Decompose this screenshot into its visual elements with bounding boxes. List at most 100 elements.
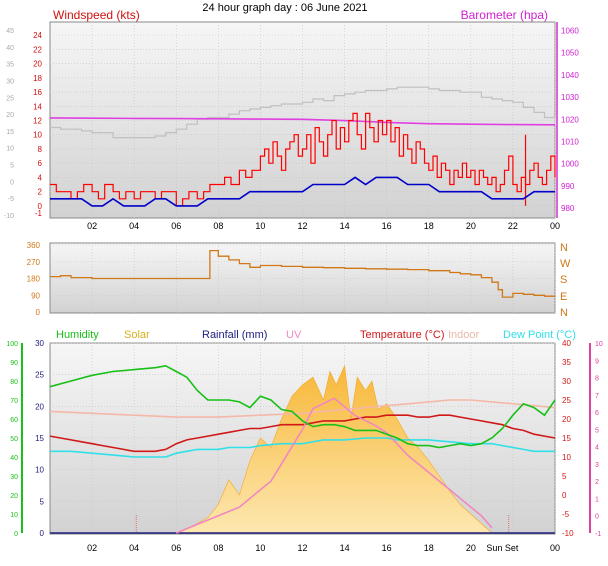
uv-line [175,397,493,534]
wind-legend: Windspeed (kts) [53,8,140,22]
wind-y-tick-label: 8 [38,145,43,154]
temperature-y-tick-label: 40 [562,339,571,348]
wind-x-tick-label: 08 [213,221,223,231]
wind-x-tick-label: 12 [297,221,307,231]
temperature-y-tick-label: 15 [562,434,571,443]
wind-x-tick-label: 04 [129,221,139,231]
temperature-y-tick-label: -5 [562,510,570,519]
humidity-y-tick-label: 70 [10,398,18,405]
solar-area [176,364,493,534]
temp-y-tick-label: 45 [6,28,14,35]
temperature-y-tick-label: -10 [562,529,574,538]
climate-x-tick-label: 20 [466,543,476,553]
climate-legend-label: Temperature (°C) [360,329,444,341]
temp-y-tick-label: 5 [10,163,14,170]
wind-x-tick-label: 10 [255,221,265,231]
temp-y-tick-label: 10 [6,146,14,153]
direction-y-tick-label: 270 [27,258,41,267]
wind-grid [50,22,556,218]
wind-x-tick-label: 06 [171,221,181,231]
humidity-line [49,364,556,449]
humidity-y-tick-label: 90 [10,360,18,367]
wind-y-tick-label: 18 [33,74,42,83]
wind-average-line [50,176,555,207]
wind-y-tick-label: 0 [38,202,43,211]
rain-y-tick-label: 30 [35,339,44,348]
uv-y-tick-label: 5 [595,427,599,434]
temp-y-labels: -10 -5 0 5 10 15 20 25 30 35 40 45 [4,28,14,220]
temp-y-tick-label: -5 [8,196,14,203]
climate-legend-label: UV [286,329,302,341]
wind-y-tick-label: -1 [35,209,43,218]
wind-y-tick-label: 16 [33,88,42,97]
baro-y-labels: 980 990 1000 1010 1020 1030 1040 1050 1060 [556,22,579,218]
dew-point-line [50,437,555,458]
wind-y-tick-label: 20 [33,60,42,69]
outside-temp-line [50,86,556,139]
rain-y-tick-label: 10 [35,466,44,475]
temp-y-tick-label: 20 [6,112,14,119]
direction-y-tick-label: 360 [27,241,41,250]
wind-x-tick-label: 02 [87,221,97,231]
humidity-y-tick-label: 60 [10,417,18,424]
uv-y-tick-label: 7 [595,393,599,400]
wind-series [49,86,556,207]
temperature-y-labels: -10 -5 0 5 10 15 20 25 30 35 40 [562,339,574,538]
temperature-y-tick-label: 30 [562,377,571,386]
temp-y-tick-label: -10 [4,213,14,220]
temp-y-tick-label: 0 [10,179,14,186]
rain-y-tick-label: 0 [40,529,45,538]
wind-x-tick-label: 22 [508,221,518,231]
wind-x-tick-label: 16 [382,221,392,231]
direction-y-tick-label: 0 [36,308,41,317]
humidity-y-labels: 0 10 20 30 40 50 60 70 80 90 100 [6,341,23,538]
humidity-y-tick-label: 10 [10,512,18,519]
wind-y-tick-label: 24 [33,31,42,40]
wind-direction-line [50,249,556,298]
wind-x-labels: 02 04 06 08 10 12 14 16 18 20 22 00 [87,221,560,231]
compass-label: N [560,242,568,254]
rain-y-tick-label: 15 [35,434,44,443]
uv-y-tick-label: -1 [595,531,601,538]
climate-x-tick-label: 12 [297,543,307,553]
temperature-y-tick-label: 0 [562,491,567,500]
baro-y-tick-label: 1010 [561,137,579,146]
compass-label: N [560,307,568,319]
baro-y-tick-label: 1020 [561,115,579,124]
wind-y-tick-label: 2 [38,188,43,197]
temp-y-tick-label: 25 [6,95,14,102]
direction-y-labels: 0 90 180 270 360 [27,241,41,317]
climate-x-labels: 02 04 06 08 10 12 14 16 18 20 Sun Set 00 [87,543,560,553]
uv-y-tick-label: 2 [595,479,599,486]
rain-y-tick-label: 5 [40,497,45,506]
temperature-y-tick-label: 10 [562,453,571,462]
climate-x-tick-label: 04 [129,543,139,553]
humidity-y-tick-label: 30 [10,474,18,481]
baro-y-tick-label: 1000 [561,160,579,169]
compass-label: E [560,291,567,303]
wind-y-tick-label: 22 [33,45,42,54]
direction-y-tick-label: 180 [27,275,41,284]
baro-y-tick-label: 1050 [561,49,579,58]
temperature-y-tick-label: 20 [562,415,571,424]
rain-y-tick-label: 20 [35,402,44,411]
compass-label: W [560,258,571,270]
humidity-y-tick-label: 50 [10,436,18,443]
wind-speed-line [50,112,556,207]
temp-y-tick-label: 30 [6,78,14,85]
humidity-y-tick-label: 20 [10,493,18,500]
climate-legend-label: Rainfall (mm) [202,329,267,341]
compass-label: S [560,274,567,286]
climate-x-tick-label: 14 [340,543,350,553]
wind-y-tick-label: 4 [38,173,43,182]
climate-x-tick-label: 10 [255,543,265,553]
humidity-y-tick-label: 100 [6,341,18,348]
uv-y-tick-label: 4 [595,445,599,452]
temp-y-tick-label: 40 [6,45,14,52]
uv-y-tick-label: 1 [595,496,599,503]
wind-x-tick-label: 20 [466,221,476,231]
climate-x-tick-label: 00 [550,543,560,553]
uv-y-tick-label: 6 [595,410,599,417]
